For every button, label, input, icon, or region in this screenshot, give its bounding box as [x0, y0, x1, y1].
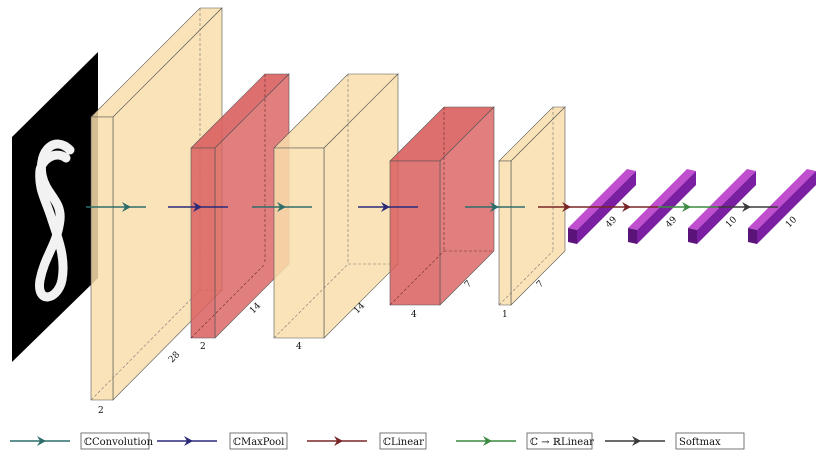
dense-layer-2-top: [628, 169, 696, 230]
conv-block-1-front: [90, 116, 114, 401]
legend-label-linear: ℂLinear: [383, 437, 424, 448]
dense-layer-4-side: [757, 171, 816, 244]
legend-label-maxpool: ℂMaxPool: [233, 437, 284, 448]
dense-layer-4-label: 10: [784, 215, 799, 230]
conv-block-3-depth-label: 1: [502, 310, 508, 320]
arrow-linear-1: [538, 202, 598, 212]
dense-layer-2-label: 49: [664, 215, 679, 230]
dense-layer-2-front: [628, 228, 637, 244]
pool-block-2-size-label: 7: [463, 279, 474, 290]
arrow-pool-1: [168, 202, 228, 212]
legend-item-complex-to-real-linear: ℂ → ℝLinear: [456, 432, 594, 450]
legend-item-softmax: Softmax: [605, 432, 745, 450]
pool-block-2-depth-label: 4: [411, 310, 417, 320]
conv-block-3: [498, 106, 566, 306]
legend-label-convolution: ℂConvolution: [84, 437, 154, 448]
flow-arrows: [86, 202, 778, 212]
conv-block-2: [273, 73, 399, 339]
arrow-conv-2: [252, 202, 312, 212]
legend-item-maxpool: ℂMaxPool: [157, 432, 288, 450]
arrow-conv-1: [86, 202, 146, 212]
conv-block-2-front: [273, 147, 325, 339]
legend-label-softmax: Softmax: [679, 437, 721, 448]
dense-layer-4: [748, 169, 816, 244]
arrow-linear-2: [598, 202, 658, 212]
pool-block-2: [389, 106, 495, 306]
pool-block-1: [190, 73, 290, 339]
conv-block-3-front: [498, 160, 512, 306]
conv-block-1-depth-label: 2: [98, 406, 104, 416]
pool-block-1-depth-label: 2: [200, 342, 206, 352]
conv-block-3-side: [510, 106, 566, 306]
dense-layer-4-top: [748, 169, 816, 230]
legend: ℂConvolution ℂMaxPool ℂLinear ℂ → ℝLinea…: [10, 432, 745, 450]
dense-layer-3-label: 10: [724, 215, 739, 230]
arrow-conv-3: [465, 202, 525, 212]
conv-block-2-depth-label: 4: [296, 342, 302, 352]
legend-item-convolution: ℂConvolution: [10, 432, 154, 450]
legend-label-complex-to-real-linear: ℂ → ℝLinear: [530, 437, 594, 448]
legend-item-linear: ℂLinear: [307, 432, 427, 450]
input-image: [12, 52, 98, 362]
dense-layer-3-front: [688, 228, 697, 244]
conv-block-1-size-label: 28: [167, 350, 182, 365]
input-digit-eight: [35, 139, 75, 302]
dense-layer-1-front: [568, 228, 577, 244]
conv-block-3-size-label: 7: [535, 279, 546, 290]
arrow-softmax: [718, 202, 778, 212]
dense-layer-1-top: [568, 169, 636, 230]
arrow-pool-2: [358, 202, 418, 212]
dense-layer-4-front: [748, 228, 757, 244]
pool-block-1-front: [190, 147, 216, 339]
dense-layer-1-label: 49: [604, 215, 619, 230]
pool-block-2-front: [389, 160, 441, 306]
arrow-complex-to-real: [658, 202, 718, 212]
dense-layer-3-top: [688, 169, 756, 230]
